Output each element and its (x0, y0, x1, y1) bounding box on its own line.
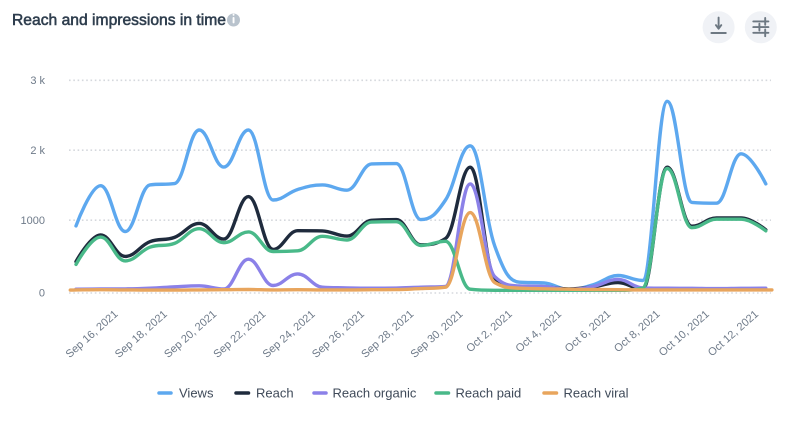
svg-text:1000: 1000 (21, 215, 45, 227)
svg-text:Reach paid: Reach paid (456, 386, 522, 401)
svg-text:0: 0 (39, 287, 45, 299)
svg-text:3 k: 3 k (30, 75, 45, 87)
svg-text:Reach viral: Reach viral (564, 386, 629, 401)
svg-text:Reach: Reach (256, 386, 294, 401)
svg-text:Views: Views (179, 386, 214, 401)
svg-text:Reach and impressions in time: Reach and impressions in time (12, 12, 226, 29)
svg-text:2 k: 2 k (30, 145, 45, 157)
svg-text:Reach organic: Reach organic (333, 386, 417, 401)
